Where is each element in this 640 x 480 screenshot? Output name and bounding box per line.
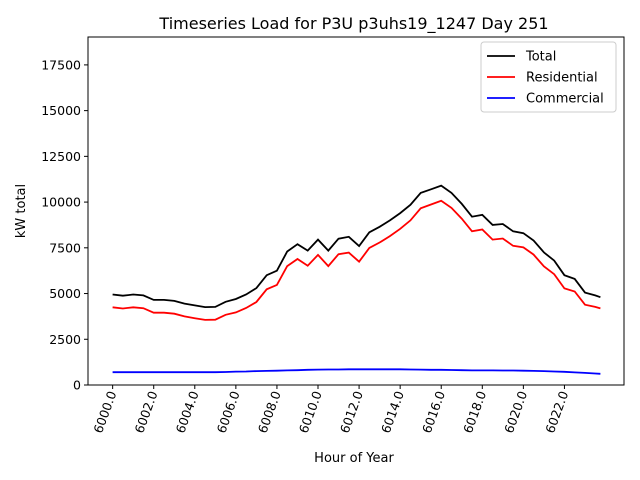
y-tick-label: 15000: [41, 103, 81, 118]
legend-label-commercial: Commercial: [526, 92, 604, 107]
y-tick-label: 17500: [41, 57, 81, 72]
plot-frame: [87, 36, 625, 386]
chart-title: Timeseries Load for P3U p3uhs19_1247 Day…: [158, 14, 548, 34]
legend-box: [480, 41, 617, 113]
y-axis-label: kW total: [14, 184, 29, 238]
y-tick-label: 7500: [49, 240, 81, 255]
y-tick-label: 2500: [49, 332, 81, 347]
series-line-total: [112, 184, 601, 309]
legend: Total Residential Commercial: [480, 41, 617, 113]
x-axis-label: Hour of Year: [314, 451, 394, 466]
legend-label-total: Total: [525, 50, 556, 65]
series-line-commercial: [112, 368, 601, 375]
y-tick-label: 0: [73, 378, 81, 393]
y-tick-label: 12500: [41, 149, 81, 164]
y-tick-label: 10000: [41, 195, 81, 210]
y-tick-label: 5000: [49, 286, 81, 301]
series-line-residential: [112, 199, 601, 321]
legend-label-residential: Residential: [526, 71, 598, 86]
